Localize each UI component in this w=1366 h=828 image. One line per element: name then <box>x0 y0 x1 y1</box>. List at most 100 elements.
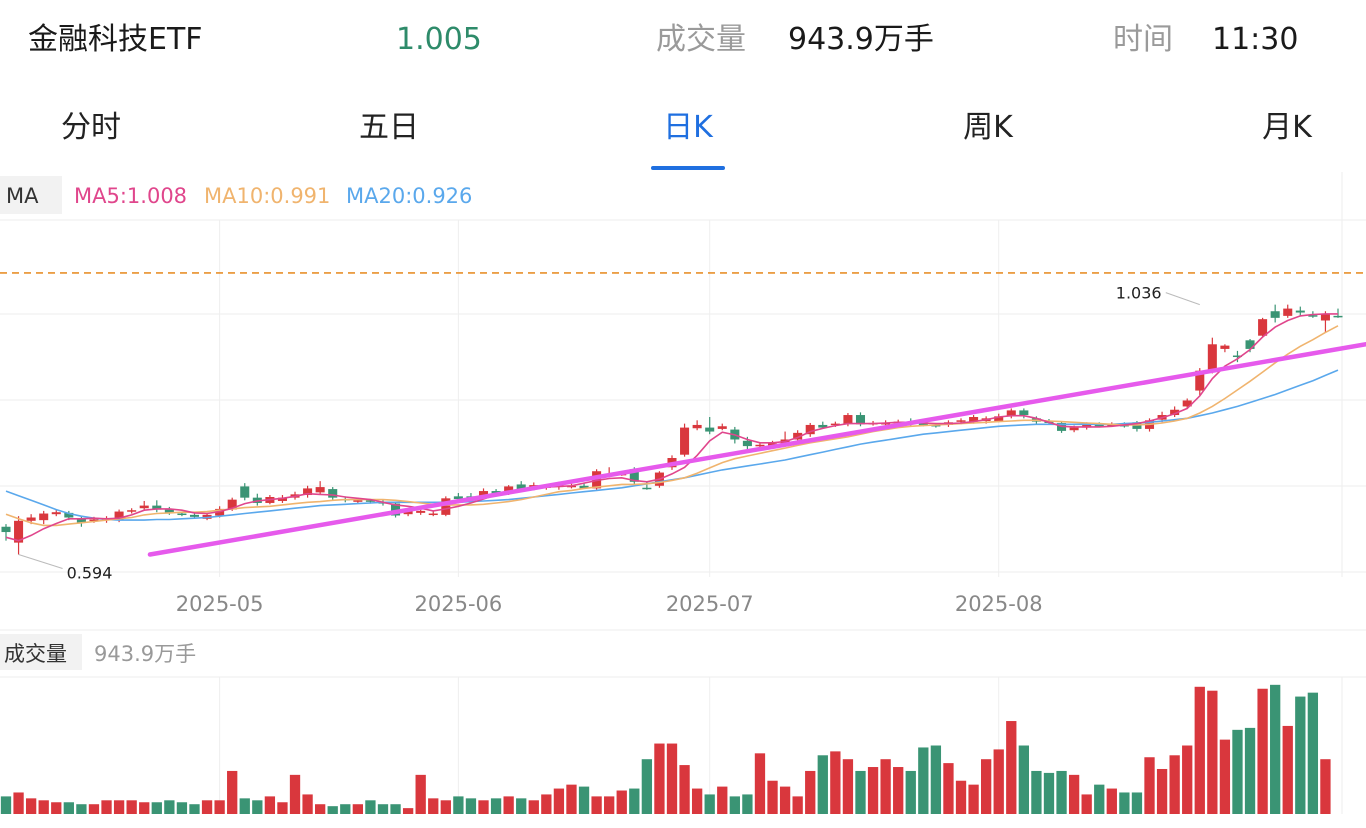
volume-bar <box>817 755 828 814</box>
volume-bar <box>227 770 238 814</box>
tab-daily-k[interactable]: 日K <box>663 110 713 145</box>
ma10-legend: MA10:0.991 <box>204 184 330 208</box>
volume-bar <box>654 743 665 814</box>
volume-bar <box>842 759 854 814</box>
volume-bar <box>101 800 112 814</box>
volume-bar <box>641 759 653 814</box>
volume-bar <box>1257 688 1268 814</box>
candle-body <box>240 486 250 498</box>
candle-body <box>391 503 401 516</box>
volume-bar <box>880 759 891 814</box>
volume-bar <box>742 794 753 814</box>
quote-header: 金融科技ETF 1.005 成交量 943.9万手 时间 11:30 <box>0 0 1366 80</box>
volume-bar <box>465 798 477 814</box>
volume-bar <box>264 796 276 814</box>
candle-body <box>692 424 702 429</box>
volume-bar <box>176 802 188 814</box>
candle-body <box>39 513 49 521</box>
candle-body <box>416 510 426 513</box>
volume-bar <box>13 792 24 814</box>
candle-body <box>830 423 840 426</box>
candle-body <box>177 513 187 516</box>
tab-weekly-k[interactable]: 周K <box>963 110 1013 145</box>
candle-body <box>164 509 174 513</box>
candle-body <box>428 513 438 516</box>
support-trendline <box>147 341 1366 557</box>
tab-five-day[interactable]: 五日 <box>359 110 419 145</box>
candle-body <box>1270 311 1280 318</box>
volume-bar <box>717 786 728 814</box>
candle-body <box>114 511 124 521</box>
volume-bar <box>541 794 552 814</box>
ma-lines <box>5 313 1339 542</box>
volume-bar <box>38 800 49 814</box>
min-price-label: 0.594 <box>67 564 113 583</box>
candle-body <box>14 520 24 543</box>
volume-legend-box <box>0 634 82 670</box>
volume-bar <box>1169 755 1180 814</box>
volume-bar <box>1018 745 1030 814</box>
kline-chart-area[interactable]: MA MA5:1.008 MA10:0.991 MA20:0.926 1.036… <box>0 172 1366 828</box>
candle-body <box>969 417 979 422</box>
kline-chart[interactable]: MA MA5:1.008 MA10:0.991 MA20:0.926 1.036… <box>0 172 1366 828</box>
volume-bar <box>691 788 703 814</box>
volume-bar <box>754 753 766 814</box>
candle-body <box>642 487 652 490</box>
candle-body <box>1232 355 1242 358</box>
price-grid <box>0 172 1366 631</box>
candle-body <box>1308 315 1318 317</box>
volume-bar <box>289 774 301 814</box>
volume-bar <box>63 802 74 814</box>
volume-bar <box>1270 684 1281 814</box>
volume-bar <box>252 800 263 814</box>
candle-body <box>26 517 36 521</box>
volume-bar <box>616 790 627 814</box>
candle-body <box>277 497 287 501</box>
volume-bar <box>201 800 213 814</box>
volume-bar <box>302 794 313 814</box>
volume-bar <box>377 804 389 814</box>
min-leader-line <box>18 554 63 569</box>
candle-body <box>1333 315 1343 318</box>
volume-bar <box>1307 692 1319 814</box>
volume-bar <box>905 770 916 814</box>
candle-body <box>51 512 61 515</box>
volume-bar <box>679 765 690 814</box>
volume-bar <box>629 788 640 814</box>
candle-body <box>629 469 639 482</box>
volume-bar <box>1207 690 1218 814</box>
volume-bar <box>830 751 841 814</box>
candle-body <box>793 432 803 440</box>
volume-bar <box>51 802 62 814</box>
volume-bar <box>126 800 137 814</box>
volume-bar <box>239 798 250 814</box>
candle-body <box>127 510 137 512</box>
candle-body <box>315 487 325 493</box>
candle-body <box>1320 313 1330 321</box>
candle-body <box>1170 409 1180 416</box>
candle-body <box>1195 370 1205 391</box>
volume-legend-label: 成交量 <box>4 642 67 666</box>
candle-body <box>365 500 375 502</box>
tab-monthly-k[interactable]: 月K <box>1262 110 1312 145</box>
candle-body <box>491 491 501 494</box>
candle-body <box>1283 308 1293 316</box>
candle-body <box>1207 344 1217 371</box>
volume-bar <box>1094 784 1105 814</box>
volume-bar <box>139 802 150 814</box>
period-tabs: 分时 五日 日K 周K 月K <box>0 96 1366 172</box>
candle-body <box>1258 319 1268 336</box>
tab-intraday[interactable]: 分时 <box>61 110 121 145</box>
volume-bar <box>1182 745 1193 814</box>
x-axis-tick-label: 2025-05 <box>176 592 264 616</box>
candle-body <box>1082 424 1092 428</box>
ma-legend-box <box>0 176 62 214</box>
volume-bar <box>767 780 778 814</box>
ma5-line <box>5 313 1338 542</box>
candle-body <box>139 505 149 509</box>
candle-body <box>956 420 966 422</box>
volume-bar <box>277 802 288 814</box>
candle-body <box>89 519 99 521</box>
x-axis-tick-label: 2025-06 <box>415 592 503 616</box>
volume-bar <box>930 745 942 814</box>
